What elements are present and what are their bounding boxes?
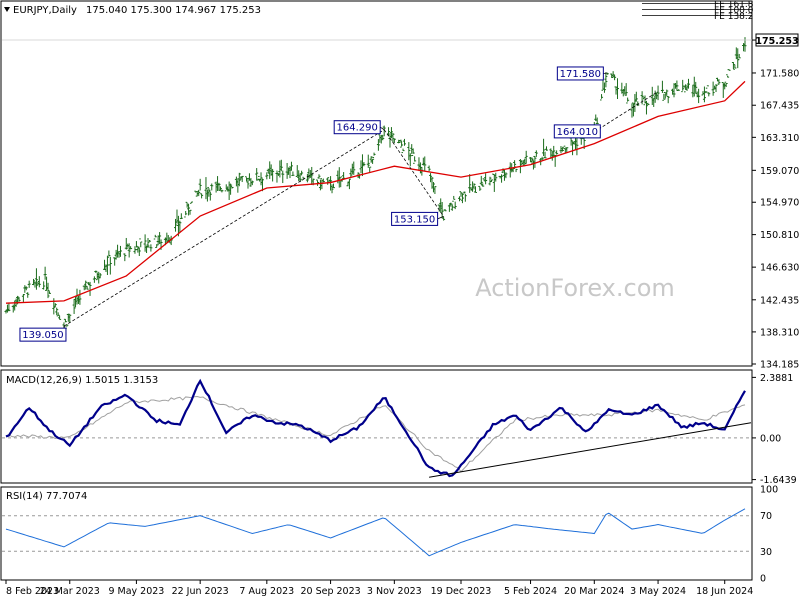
annotation-box xyxy=(556,66,604,81)
price-tick-label: 142.435 xyxy=(760,295,799,306)
price-tick-label: 159.070 xyxy=(760,166,799,177)
macd-tick-label: 0.00 xyxy=(760,433,781,444)
price-panel-frame xyxy=(0,0,753,367)
annotation-box xyxy=(391,211,439,226)
rsi-panel-frame xyxy=(0,486,753,581)
price-tick-label: 154.970 xyxy=(760,198,799,209)
fe-label: FE 161.8 xyxy=(714,0,754,10)
annotation-label: 139.050 xyxy=(22,330,63,341)
x-tick-label: 24 Mar 2023 xyxy=(40,586,100,597)
x-tick-label: 8 Feb 2023 xyxy=(6,586,59,597)
price-layer: FE 161.8FE 100.0FE 138.2 xyxy=(2,0,754,338)
annotation-box xyxy=(333,120,381,135)
annotation-leader xyxy=(379,126,385,131)
dropdown-triangle-icon xyxy=(4,7,10,12)
price-tick-label: 163.310 xyxy=(760,133,799,144)
x-tick-label: 7 Aug 2023 xyxy=(239,586,294,597)
macd-line xyxy=(5,378,746,478)
rsi-tick-label: 30 xyxy=(760,547,772,558)
annotation-box xyxy=(553,124,601,139)
x-tick-label: 3 May 2024 xyxy=(630,586,686,597)
macd-tick-label: 2.3881 xyxy=(760,373,793,384)
annotations-layer: 139.050 164.290 153.150 171.580 164.010 175.2… xyxy=(19,33,799,342)
axis-labels: 134.185 138.310 142.435 146.630 150.810 154.9… xyxy=(5,36,799,597)
x-tick-label: 18 Jun 2024 xyxy=(696,586,753,597)
price-tick-label: 171.580 xyxy=(760,68,799,79)
x-tick-label: 20 Mar 2024 xyxy=(564,586,624,597)
trend-line xyxy=(63,129,385,327)
price-tick-label: 150.810 xyxy=(760,230,799,241)
trend-line xyxy=(594,91,659,133)
annotation-leader xyxy=(437,216,444,220)
annotation-leader xyxy=(603,72,608,74)
ohlc-label: 175.040 175.300 174.967 175.253 xyxy=(86,5,261,16)
macd-trend-line xyxy=(429,422,752,478)
annotation-label: 153.150 xyxy=(394,214,435,225)
x-tick-label: 22 Jun 2023 xyxy=(172,586,229,597)
price-tick-label: 138.310 xyxy=(760,327,799,338)
rsi-line xyxy=(5,508,746,557)
x-tick-label: 3 Nov 2023 xyxy=(367,586,422,597)
rsi-header: RSI(14) 77.7074 xyxy=(6,491,87,502)
macd-panel-frame xyxy=(0,369,753,484)
rsi-layer xyxy=(5,508,746,557)
x-tick-label: 5 Feb 2024 xyxy=(504,586,557,597)
current-price-box xyxy=(755,33,799,47)
symbol-label: EURJPY,Daily xyxy=(13,5,77,16)
rsi-tick-label: 100 xyxy=(760,485,778,496)
moving-average-line xyxy=(5,80,746,304)
rsi-tick-label: 0 xyxy=(760,574,766,585)
trend-line xyxy=(383,129,444,217)
current-price-label: 175.253 xyxy=(755,36,798,47)
fe-label: FE 100.0 xyxy=(714,6,754,16)
annotation-box xyxy=(19,327,67,342)
annotation-label: 171.580 xyxy=(560,69,601,80)
x-tick-label: 9 May 2023 xyxy=(108,586,164,597)
price-tick-label: 134.185 xyxy=(760,360,799,371)
macd-tick-label: -1.6439 xyxy=(760,475,797,486)
annotation-label: 164.290 xyxy=(337,123,378,134)
fe-label: FE 138.2 xyxy=(714,12,754,22)
price-header: EURJPY,Daily 175.040 175.300 174.967 175… xyxy=(4,5,261,16)
x-tick-label: 20 Sep 2023 xyxy=(300,586,360,597)
macd-header: MACD(12,26,9) 1.5015 1.3153 xyxy=(6,375,158,386)
macd-layer xyxy=(5,378,752,478)
price-tick-label: 167.435 xyxy=(760,101,799,112)
grid-layer xyxy=(2,437,751,552)
annotation-label: 164.010 xyxy=(557,127,598,138)
watermark: ActionForex.com xyxy=(475,274,675,302)
price-tick-label: 146.630 xyxy=(760,263,799,274)
x-tick-label: 19 Dec 2023 xyxy=(431,586,492,597)
rsi-tick-label: 70 xyxy=(760,511,772,522)
